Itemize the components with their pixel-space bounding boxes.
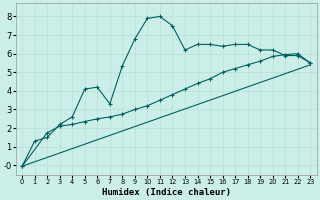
X-axis label: Humidex (Indice chaleur): Humidex (Indice chaleur) xyxy=(102,188,231,197)
